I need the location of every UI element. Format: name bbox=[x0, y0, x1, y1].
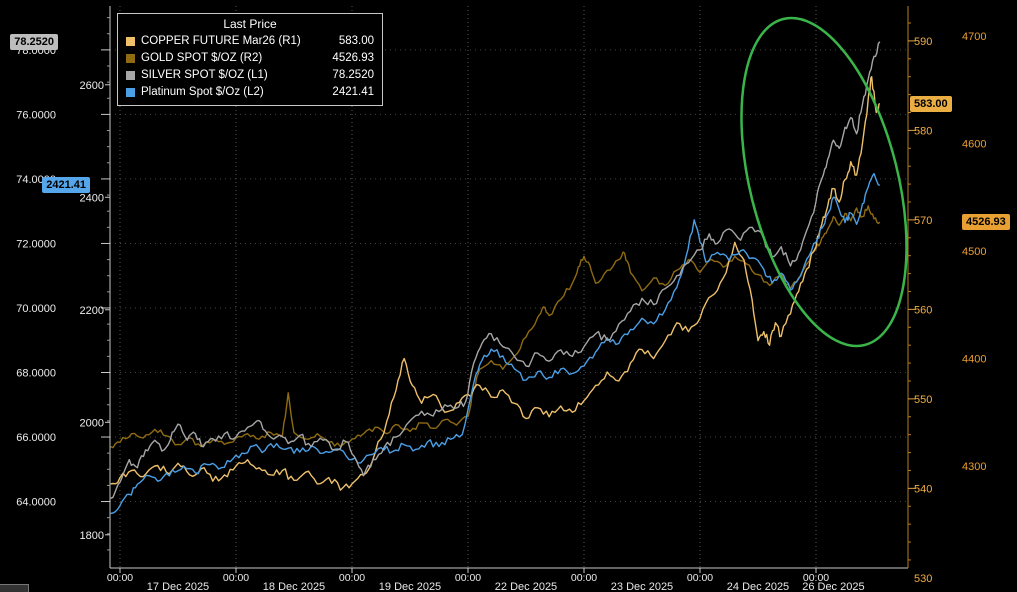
y-tick-label-copper: 570 bbox=[914, 215, 932, 227]
platinum-price-line bbox=[110, 172, 880, 515]
x-tick-time-label: 00:00 bbox=[223, 572, 249, 584]
y-tick-label-silver: 68.0000 bbox=[16, 367, 56, 379]
x-tick-date-label: 18 Dec 2025 bbox=[263, 581, 325, 592]
x-tick-time-label: 00:00 bbox=[455, 572, 481, 584]
legend-row-silver: SILVER SPOT $/OZ (L1) 78.2520 bbox=[126, 67, 374, 84]
y-tick-label-gold: 4700 bbox=[962, 31, 986, 43]
x-tick-time-label: 00:00 bbox=[803, 572, 829, 584]
y-tick-label-silver: 64.0000 bbox=[16, 497, 56, 509]
x-tick-date-label: 23 Dec 2025 bbox=[611, 581, 673, 592]
y-tick-label-gold: 4300 bbox=[962, 461, 986, 473]
y-tick-label-silver: 70.0000 bbox=[16, 303, 56, 315]
silver-swatch-icon bbox=[126, 71, 135, 80]
y-tick-label-silver: 76.0000 bbox=[16, 109, 56, 121]
y-tick-label-platinum: 1800 bbox=[80, 530, 104, 542]
price-badge-gold: 4526.93 bbox=[962, 214, 1010, 231]
legend-title: Last Price bbox=[223, 17, 277, 31]
x-tick-time-label: 00:00 bbox=[571, 572, 597, 584]
y-tick-label-copper: 540 bbox=[914, 483, 932, 495]
copper-price-line bbox=[110, 75, 881, 491]
price-badge-copper: 583.00 bbox=[910, 95, 952, 112]
legend-value: 583.00 bbox=[338, 35, 374, 47]
y-tick-label-silver: 66.0000 bbox=[16, 432, 56, 444]
y-tick-label-platinum: 2400 bbox=[80, 192, 104, 204]
platinum-swatch-icon bbox=[126, 88, 135, 97]
legend-label: Platinum Spot $/Oz (L2) bbox=[141, 86, 264, 98]
y-tick-label-copper: 590 bbox=[914, 36, 932, 48]
axis-frame bbox=[109, 6, 909, 569]
x-tick-date-label: 24 Dec 2025 bbox=[727, 581, 789, 592]
legend-row-platinum: Platinum Spot $/Oz (L2) 2421.41 bbox=[126, 84, 374, 101]
y-tick-label-gold: 4400 bbox=[962, 353, 986, 365]
legend-value: 2421.41 bbox=[332, 86, 374, 98]
gridlines bbox=[110, 6, 908, 568]
price-badge-platinum: 2421.41 bbox=[42, 177, 90, 194]
y-tick-label-copper: 560 bbox=[914, 304, 932, 316]
gold-swatch-icon bbox=[126, 54, 135, 63]
x-tick-date-label: 26 Dec 2025 bbox=[802, 581, 864, 592]
legend-row-gold: GOLD SPOT $/OZ (R2) 4526.93 bbox=[126, 50, 374, 67]
y-tick-label-copper: 580 bbox=[914, 125, 932, 137]
x-tick-date-label: 22 Dec 2025 bbox=[495, 581, 557, 592]
price-badge-silver: 78.2520 bbox=[10, 33, 58, 50]
legend-rows: COPPER FUTURE Mar26 (R1) 583.00 GOLD SPOT … bbox=[126, 33, 374, 101]
legend-row-copper: COPPER FUTURE Mar26 (R1) 583.00 bbox=[126, 33, 374, 50]
axis-labels: 64.000066.000068.000070.000072.000074.00… bbox=[16, 31, 986, 592]
cropped-ui-fragment bbox=[0, 584, 29, 592]
legend-label: SILVER SPOT $/OZ (L1) bbox=[141, 69, 268, 81]
y-tick-label-copper: 550 bbox=[914, 394, 932, 406]
x-tick-time-label: 00:00 bbox=[687, 572, 713, 584]
axis-ticks bbox=[101, 17, 916, 573]
chart-legend: Last Price COPPER FUTURE Mar26 (R1) 583.0… bbox=[117, 13, 383, 106]
y-tick-label-gold: 4500 bbox=[962, 246, 986, 258]
legend-label: GOLD SPOT $/OZ (R2) bbox=[141, 52, 263, 64]
silver-price-line bbox=[110, 41, 881, 499]
y-tick-label-copper: 530 bbox=[914, 573, 932, 585]
highlight-ellipse bbox=[740, 16, 908, 348]
y-tick-label-platinum: 2600 bbox=[80, 80, 104, 92]
x-tick-date-label: 17 Dec 2025 bbox=[147, 581, 209, 592]
y-tick-label-gold: 4600 bbox=[962, 139, 986, 151]
legend-value: 78.2520 bbox=[332, 69, 374, 81]
x-tick-time-label: 00:00 bbox=[107, 572, 133, 584]
legend-value: 4526.93 bbox=[332, 52, 374, 64]
legend-label: COPPER FUTURE Mar26 (R1) bbox=[141, 35, 301, 47]
y-tick-label-platinum: 2000 bbox=[80, 417, 104, 429]
y-tick-label-platinum: 2200 bbox=[80, 305, 104, 317]
copper-swatch-icon bbox=[126, 37, 135, 46]
x-tick-time-label: 00:00 bbox=[339, 572, 365, 584]
x-tick-date-label: 19 Dec 2025 bbox=[379, 581, 441, 592]
y-tick-label-silver: 72.0000 bbox=[16, 238, 56, 250]
